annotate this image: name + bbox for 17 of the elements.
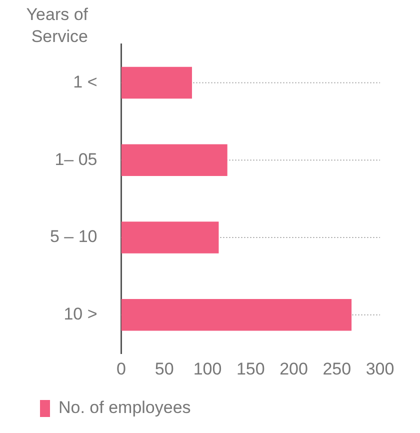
y-tick-label: 10 > [64, 304, 98, 324]
y-tick-label: 1 < [73, 72, 98, 92]
x-tick-label: 50 [154, 359, 174, 378]
bar [121, 222, 219, 254]
x-tick-label: 100 [193, 359, 222, 378]
y-axis-title: Years of Service [25, 4, 88, 48]
y-tick-label: 5 – 10 [50, 227, 98, 246]
x-tick-label: 150 [236, 359, 265, 378]
bar [121, 299, 352, 331]
x-tick-label: 0 [116, 359, 126, 378]
x-tick-label: 250 [322, 359, 352, 378]
bar [121, 66, 192, 99]
x-tick-label: 200 [280, 359, 308, 378]
legend-label: No. of employees [58, 398, 191, 418]
bar [121, 144, 228, 176]
x-tick-label: 300 [366, 359, 394, 378]
y-tick-label: 1– 05 [54, 150, 98, 169]
